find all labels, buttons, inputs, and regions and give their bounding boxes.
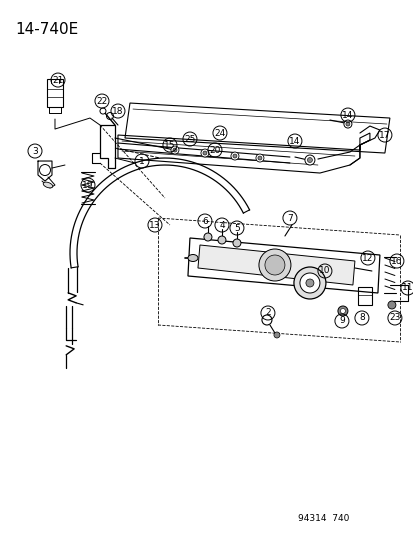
Text: 6: 6	[202, 216, 207, 225]
Circle shape	[304, 155, 314, 165]
Text: 8: 8	[358, 313, 364, 322]
Bar	[357, 287, 371, 305]
Circle shape	[258, 249, 290, 281]
Circle shape	[343, 120, 351, 128]
Circle shape	[305, 279, 313, 287]
Text: 20: 20	[209, 146, 220, 155]
Text: 9: 9	[338, 317, 344, 326]
Circle shape	[273, 332, 279, 338]
Text: 3: 3	[32, 147, 38, 156]
Text: 14: 14	[342, 110, 353, 119]
Text: 25: 25	[184, 134, 195, 143]
Circle shape	[345, 122, 349, 126]
Circle shape	[171, 146, 178, 154]
Bar	[47, 79, 63, 107]
Polygon shape	[197, 245, 354, 285]
Circle shape	[233, 154, 236, 158]
Circle shape	[173, 148, 176, 152]
Text: 5: 5	[233, 223, 239, 232]
Circle shape	[200, 149, 209, 157]
Text: 21: 21	[52, 76, 64, 85]
Circle shape	[299, 273, 319, 293]
Circle shape	[264, 255, 284, 275]
Circle shape	[233, 239, 240, 247]
Text: 7: 7	[286, 214, 292, 222]
Text: 24: 24	[214, 128, 225, 138]
Text: 2: 2	[264, 309, 270, 318]
Text: 1: 1	[139, 157, 145, 166]
Text: 10: 10	[318, 266, 330, 276]
Circle shape	[230, 152, 238, 160]
Text: 17: 17	[378, 131, 390, 140]
Circle shape	[339, 309, 344, 313]
Text: 19: 19	[82, 181, 93, 190]
Text: 13: 13	[149, 221, 160, 230]
Text: 22: 22	[96, 96, 107, 106]
Circle shape	[255, 154, 263, 162]
Circle shape	[387, 301, 395, 309]
Text: 14: 14	[289, 136, 300, 146]
Ellipse shape	[188, 254, 197, 262]
Text: 94314  740: 94314 740	[297, 514, 349, 523]
Circle shape	[307, 158, 312, 163]
Circle shape	[217, 236, 225, 244]
Text: 23: 23	[388, 313, 400, 322]
Circle shape	[257, 156, 261, 160]
Circle shape	[100, 108, 106, 114]
Text: 14-740E: 14-740E	[16, 22, 79, 37]
Text: 12: 12	[361, 254, 373, 262]
Circle shape	[293, 267, 325, 299]
Circle shape	[337, 306, 347, 316]
Text: 15: 15	[164, 141, 175, 150]
Ellipse shape	[43, 182, 52, 188]
Text: 11: 11	[401, 284, 413, 293]
Text: 18: 18	[112, 107, 123, 116]
Circle shape	[204, 233, 211, 241]
Text: 16: 16	[390, 256, 402, 265]
Circle shape	[202, 151, 206, 155]
Text: 4: 4	[218, 221, 224, 230]
